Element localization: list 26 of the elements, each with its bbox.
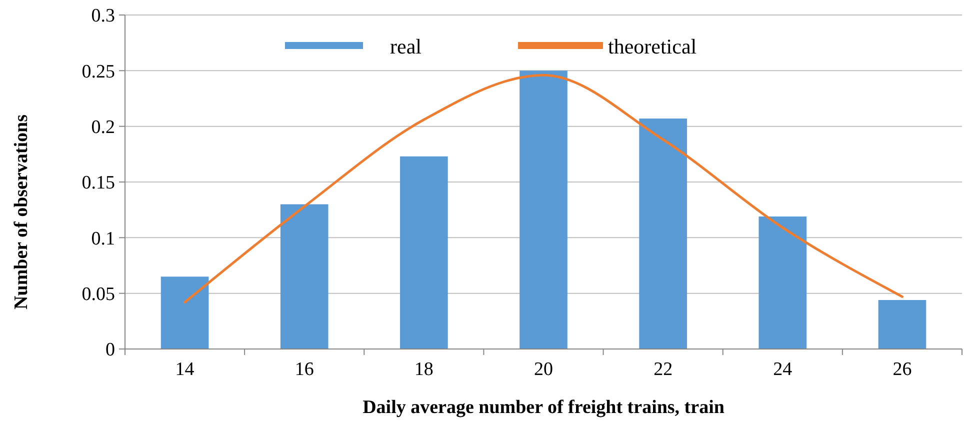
y-tick-label: 0 — [106, 340, 115, 361]
x-tick-label: 18 — [414, 359, 434, 380]
bar — [639, 118, 687, 349]
legend-label: real — [390, 34, 422, 58]
y-axis-title: Number of observations — [11, 114, 32, 310]
legend-label: theoretical — [608, 34, 697, 58]
bar — [160, 276, 209, 349]
y-tick-label: 0.2 — [91, 116, 115, 138]
x-tick-label: 22 — [654, 359, 673, 380]
x-tick-label: 16 — [294, 359, 314, 380]
bar — [520, 70, 568, 349]
line-series — [184, 74, 904, 304]
bar — [400, 156, 448, 349]
y-tick-label: 0.05 — [82, 284, 115, 305]
bar — [878, 300, 926, 349]
x-tick-label: 26 — [892, 359, 912, 380]
y-tick-label: 0.15 — [82, 172, 115, 194]
y-tick-label: 0.3 — [91, 6, 115, 27]
x-tick-label: 20 — [534, 359, 553, 380]
y-tick-label: 0.25 — [82, 61, 115, 82]
bar — [280, 204, 328, 349]
x-tick-label: 24 — [773, 359, 793, 380]
y-tick-label: 0.1 — [91, 228, 115, 250]
x-tick-label: 14 — [175, 359, 195, 380]
x-axis-title: Daily average number of freight trains, train — [362, 397, 725, 418]
bar — [758, 216, 807, 349]
